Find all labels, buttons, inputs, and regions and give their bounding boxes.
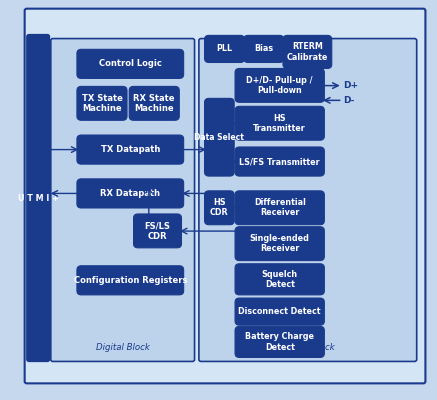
FancyBboxPatch shape: [235, 227, 324, 260]
FancyBboxPatch shape: [77, 86, 127, 120]
Text: RX State
Machine: RX State Machine: [133, 94, 175, 113]
Text: Single-ended
Receiver: Single-ended Receiver: [250, 234, 310, 253]
FancyBboxPatch shape: [235, 147, 324, 176]
FancyBboxPatch shape: [235, 298, 324, 325]
FancyBboxPatch shape: [235, 106, 324, 140]
Text: Configuration Registers: Configuration Registers: [73, 276, 187, 285]
Text: Bias: Bias: [254, 44, 274, 54]
FancyBboxPatch shape: [77, 179, 184, 208]
FancyBboxPatch shape: [77, 49, 184, 78]
Text: Analog Block: Analog Block: [280, 343, 336, 352]
FancyBboxPatch shape: [77, 266, 184, 295]
Text: D+/D- Pull-up /
Pull-down: D+/D- Pull-up / Pull-down: [246, 76, 313, 95]
Text: TX State
Machine: TX State Machine: [82, 94, 122, 113]
Text: Squelch
Detect: Squelch Detect: [262, 270, 298, 289]
FancyBboxPatch shape: [199, 38, 417, 362]
FancyBboxPatch shape: [51, 38, 194, 362]
FancyBboxPatch shape: [235, 264, 324, 295]
FancyBboxPatch shape: [24, 9, 425, 383]
FancyBboxPatch shape: [235, 191, 324, 225]
Text: Differential
Receiver: Differential Receiver: [254, 198, 305, 218]
Text: LS/FS Transmitter: LS/FS Transmitter: [239, 157, 320, 166]
Text: Data Select: Data Select: [194, 133, 244, 142]
Text: U T M I +: U T M I +: [18, 194, 59, 202]
Text: D-: D-: [343, 96, 355, 105]
Text: D+: D+: [343, 81, 359, 90]
FancyBboxPatch shape: [205, 98, 234, 176]
FancyBboxPatch shape: [129, 86, 179, 120]
FancyBboxPatch shape: [205, 191, 234, 225]
FancyBboxPatch shape: [27, 34, 49, 362]
Text: Control Logic: Control Logic: [99, 59, 162, 68]
Text: RX Datapath: RX Datapath: [100, 189, 160, 198]
Text: FS/LS
CDR: FS/LS CDR: [145, 221, 170, 240]
Text: HS
Transmitter: HS Transmitter: [253, 114, 306, 133]
Text: RTERM
Calibrate: RTERM Calibrate: [287, 42, 328, 62]
FancyBboxPatch shape: [205, 35, 245, 62]
Text: HS
CDR: HS CDR: [210, 198, 229, 218]
FancyBboxPatch shape: [235, 68, 324, 102]
Text: TX Datapath: TX Datapath: [101, 145, 160, 154]
Text: Battery Charge
Detect: Battery Charge Detect: [245, 332, 314, 352]
FancyBboxPatch shape: [134, 214, 181, 248]
FancyBboxPatch shape: [77, 135, 184, 164]
FancyBboxPatch shape: [283, 35, 332, 68]
FancyBboxPatch shape: [244, 35, 284, 62]
Text: Digital Block: Digital Block: [96, 343, 149, 352]
Text: Disconnect Detect: Disconnect Detect: [239, 307, 321, 316]
FancyBboxPatch shape: [235, 326, 324, 358]
Text: PLL: PLL: [217, 44, 232, 54]
